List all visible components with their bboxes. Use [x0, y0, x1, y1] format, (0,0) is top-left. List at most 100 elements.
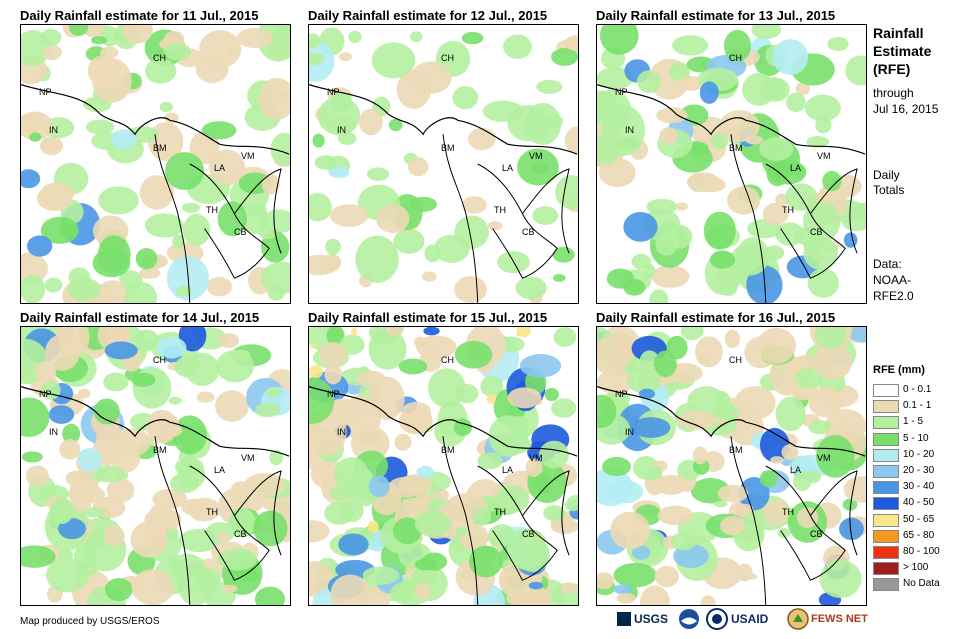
- rainfall-cell: [328, 166, 350, 179]
- rainfall-cell: [532, 206, 559, 225]
- map-canvas: [21, 25, 290, 303]
- rainfall-cell: [657, 505, 694, 526]
- country-label-ch: CH: [153, 355, 166, 365]
- rainfall-cell: [791, 355, 822, 371]
- rainfall-cell: [65, 470, 87, 487]
- country-label-ch: CH: [441, 355, 454, 365]
- country-label-th: TH: [782, 507, 794, 517]
- rainfall-cell: [45, 557, 90, 593]
- rainfall-cell: [423, 327, 440, 336]
- rainfall-cell: [711, 133, 729, 150]
- country-label-la: LA: [214, 465, 226, 475]
- rainfall-map-3: CH NP IN BM LA VM TH CB: [596, 24, 867, 304]
- rainfall-cell: [692, 446, 708, 465]
- legend-label: 5 - 10: [903, 432, 929, 444]
- panel-title-6: Daily Rainfall estimate for 16 Jul., 201…: [596, 310, 836, 325]
- rainfall-cell: [260, 261, 290, 294]
- rainfall-cell: [659, 127, 679, 145]
- rainfall-cell: [713, 500, 728, 508]
- rainfall-cell: [83, 507, 104, 518]
- rainfall-cell: [793, 470, 812, 491]
- legend-swatch: [873, 513, 899, 527]
- map-canvas: [309, 25, 578, 303]
- rainfall-cell: [164, 43, 192, 61]
- country-label-vm: VM: [529, 151, 543, 161]
- rainfall-cell: [371, 42, 416, 79]
- country-label-bm: BM: [441, 445, 455, 455]
- country-label-bm: BM: [153, 445, 167, 455]
- legend-label: > 100: [903, 562, 929, 574]
- rainfall-cell: [21, 451, 43, 463]
- rainfall-cell: [668, 61, 690, 82]
- rainfall-cell: [100, 46, 119, 59]
- rainfall-cell: [355, 235, 399, 283]
- country-border: [21, 84, 290, 155]
- rainfall-cell: [350, 327, 358, 336]
- rainfall-cell: [432, 489, 450, 501]
- rainfall-cell: [416, 465, 435, 478]
- rainfall-cell: [42, 44, 62, 61]
- legend-swatch: [873, 465, 899, 478]
- rainfall-cell: [145, 58, 177, 84]
- rainfall-cell: [764, 245, 785, 261]
- panel-title-3: Daily Rainfall estimate for 13 Jul., 201…: [596, 8, 836, 23]
- country-label-in: IN: [337, 125, 346, 135]
- rainfall-cell: [410, 31, 423, 43]
- rainfall-cell: [267, 285, 285, 301]
- rainfall-cell: [597, 336, 631, 375]
- rainfall-cell: [21, 274, 46, 303]
- rainfall-cell: [138, 267, 161, 279]
- country-border: [21, 386, 290, 457]
- rainfall-map-4: CH NP IN BM LA VM TH CB: [20, 326, 291, 606]
- rainfall-cell: [77, 388, 91, 399]
- rainfall-cell: [768, 159, 807, 185]
- rainfall-cell: [348, 30, 362, 43]
- legend-label: No Data: [903, 578, 940, 590]
- country-label-in: IN: [625, 427, 634, 437]
- country-border: [765, 465, 846, 581]
- rainfall-map-2: CH NP IN BM LA VM TH CB: [308, 24, 579, 304]
- rainfall-cell: [555, 175, 578, 210]
- rainfall-cell: [454, 340, 493, 369]
- rainfall-map-1: CH NP IN BM LA VM TH CB: [20, 24, 291, 304]
- legend-swatch: [873, 384, 899, 397]
- rainfall-cell: [703, 211, 736, 250]
- side-source-line2: RFE2.0: [873, 289, 914, 303]
- country-label-bm: BM: [153, 143, 167, 153]
- rainfall-cell: [398, 474, 433, 494]
- panel-title-2: Daily Rainfall estimate for 12 Jul., 201…: [308, 8, 548, 23]
- rainfall-cell: [813, 344, 853, 380]
- rainfall-cell: [34, 360, 57, 384]
- side-title-line2: Estimate: [873, 43, 932, 59]
- rainfall-cell: [40, 137, 59, 153]
- legend-swatch: [873, 400, 899, 414]
- rainfall-cell: [564, 499, 578, 512]
- rainfall-cell: [686, 172, 721, 192]
- rainfall-cell: [261, 209, 290, 234]
- legend-swatch: [873, 448, 899, 462]
- rainfall-cell: [258, 227, 277, 240]
- rainfall-cell: [477, 452, 503, 470]
- country-label-ch: CH: [729, 53, 742, 63]
- rainfall-cell: [21, 545, 56, 568]
- rainfall-cell: [95, 280, 130, 303]
- rainfall-cell: [362, 566, 400, 585]
- country-label-np: NP: [327, 87, 340, 97]
- rainfall-cell: [606, 268, 634, 289]
- country-border: [442, 134, 479, 303]
- rainfall-cell: [822, 170, 842, 192]
- rainfall-cell: [330, 574, 371, 605]
- rainfall-cell: [221, 584, 238, 593]
- map-canvas: [309, 327, 578, 605]
- rainfall-cell: [654, 565, 679, 588]
- rainfall-map-6: CH NP IN BM LA VM TH CB: [596, 326, 867, 606]
- rainfall-cell: [544, 387, 559, 402]
- rainfall-cell: [651, 265, 690, 288]
- country-border: [477, 163, 558, 279]
- rainfall-cell: [551, 398, 577, 418]
- rainfall-cell: [454, 215, 489, 249]
- rainfall-cell: [48, 405, 75, 424]
- rainfall-cell: [215, 390, 249, 422]
- rainfall-cell: [261, 174, 280, 195]
- rainfall-cell: [319, 341, 347, 368]
